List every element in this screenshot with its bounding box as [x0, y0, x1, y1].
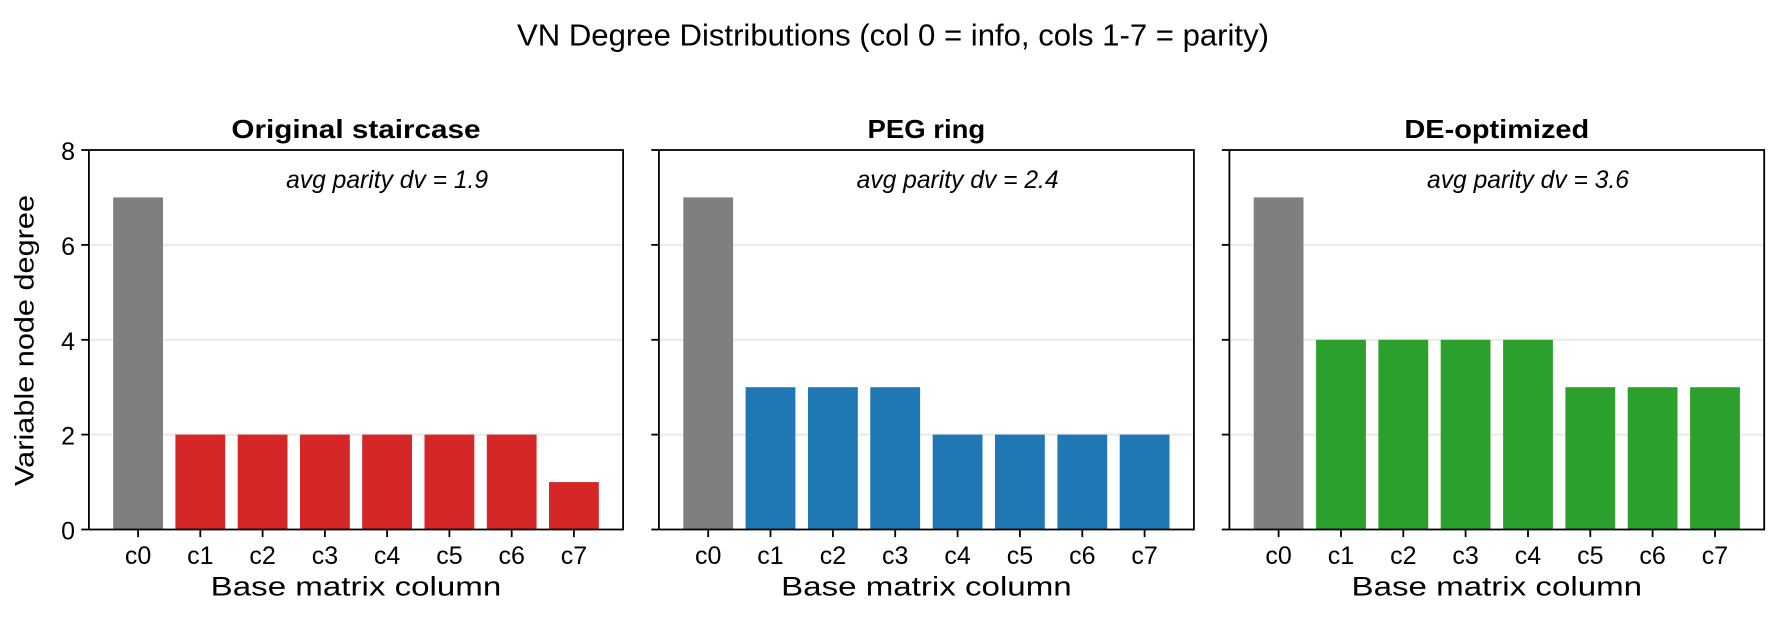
svg-text:Original staircase: Original staircase	[231, 114, 480, 144]
svg-text:c6: c6	[498, 542, 524, 570]
svg-text:c1: c1	[757, 542, 783, 570]
svg-text:c5: c5	[436, 542, 462, 570]
svg-text:c3: c3	[882, 542, 908, 570]
svg-text:avg parity dv = 3.6: avg parity dv = 3.6	[1427, 167, 1629, 194]
svg-text:Variable node degree: Variable node degree	[9, 195, 39, 486]
svg-text:Base matrix column: Base matrix column	[781, 572, 1072, 602]
svg-text:4: 4	[61, 328, 75, 356]
svg-text:DE-optimized: DE-optimized	[1404, 114, 1589, 144]
svg-text:PEG ring: PEG ring	[868, 114, 986, 144]
svg-text:VN Degree Distributions (col 0: VN Degree Distributions (col 0 = info, c…	[517, 18, 1269, 52]
svg-text:c0: c0	[695, 542, 721, 570]
svg-text:c1: c1	[1328, 542, 1354, 570]
svg-text:c6: c6	[1069, 542, 1095, 570]
svg-text:c5: c5	[1007, 542, 1033, 570]
svg-text:6: 6	[61, 233, 75, 261]
svg-text:c6: c6	[1639, 542, 1665, 570]
svg-text:c5: c5	[1577, 542, 1603, 570]
svg-text:c0: c0	[125, 542, 151, 570]
svg-text:c1: c1	[187, 542, 213, 570]
svg-text:avg parity dv = 1.9: avg parity dv = 1.9	[286, 167, 488, 194]
svg-text:c7: c7	[1131, 542, 1157, 570]
svg-text:8: 8	[61, 138, 75, 166]
svg-text:Base matrix column: Base matrix column	[1352, 572, 1643, 602]
svg-text:0: 0	[61, 518, 75, 546]
svg-text:c2: c2	[820, 542, 846, 570]
svg-text:c0: c0	[1265, 542, 1291, 570]
svg-text:c3: c3	[312, 542, 338, 570]
svg-text:c4: c4	[374, 542, 401, 570]
svg-text:c4: c4	[1515, 542, 1542, 570]
svg-text:2: 2	[61, 423, 75, 451]
svg-text:c2: c2	[1390, 542, 1416, 570]
svg-text:c7: c7	[1702, 542, 1728, 570]
svg-text:c4: c4	[944, 542, 971, 570]
svg-text:c2: c2	[249, 542, 275, 570]
svg-text:c3: c3	[1452, 542, 1478, 570]
svg-text:Base matrix column: Base matrix column	[211, 572, 502, 602]
svg-text:avg parity dv = 2.4: avg parity dv = 2.4	[857, 167, 1059, 194]
svg-text:c7: c7	[561, 542, 587, 570]
